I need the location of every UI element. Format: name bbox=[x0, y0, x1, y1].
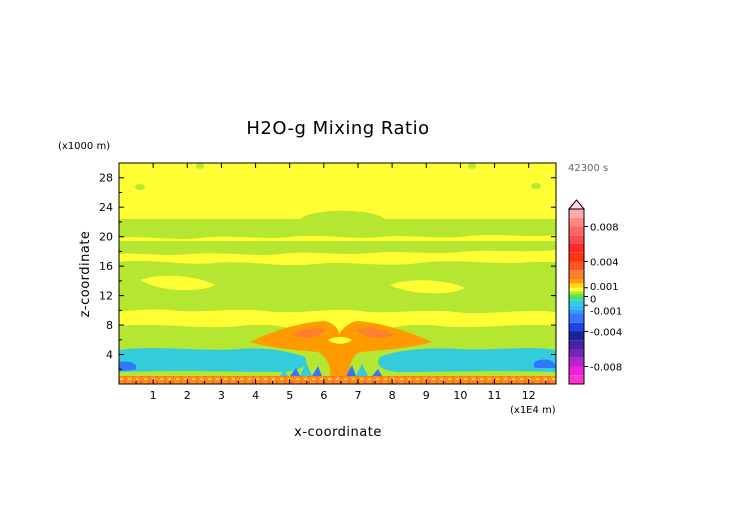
colorbar-segment bbox=[569, 291, 584, 294]
colorbar-label: 0 bbox=[590, 295, 596, 306]
colorbar-label: -0.004 bbox=[590, 328, 622, 339]
orange-plume-core bbox=[292, 327, 326, 338]
top-dot bbox=[531, 183, 541, 189]
y-tick-label: 12 bbox=[99, 290, 113, 303]
contour-field bbox=[119, 163, 556, 384]
colorbar-segment bbox=[569, 270, 584, 279]
x-tick-label: 4 bbox=[252, 389, 259, 402]
colorbar-segment bbox=[569, 366, 584, 376]
x-tick-label: 3 bbox=[218, 389, 225, 402]
top-dot bbox=[135, 184, 145, 190]
x-tick-label: 7 bbox=[354, 389, 361, 402]
x-tick-label: 11 bbox=[488, 389, 502, 402]
green-band-bump bbox=[300, 210, 385, 219]
time-label: 42300 s bbox=[568, 163, 608, 174]
colorbar-segment bbox=[569, 349, 584, 358]
green-band-lower bbox=[119, 241, 556, 255]
x-unit-label: (x1E4 m) bbox=[510, 405, 556, 416]
colorbar-label: -0.001 bbox=[590, 306, 622, 317]
cyan-layer-left bbox=[119, 348, 307, 372]
colorbar-segment bbox=[569, 244, 584, 253]
colorbar-segment bbox=[569, 314, 584, 323]
colorbar-segment bbox=[569, 340, 584, 349]
colorbar-label: 0.001 bbox=[590, 282, 619, 293]
colorbar-segment bbox=[569, 235, 584, 244]
y-axis-title: z-coordinate bbox=[78, 231, 93, 318]
y-tick-label: 4 bbox=[106, 349, 113, 362]
blue-patch-right bbox=[533, 359, 556, 368]
colorbar-labels: 0.008 0.004 0.001 0-0.001 -0.004 -0.008 bbox=[584, 223, 622, 374]
y-tick-label: 16 bbox=[99, 260, 113, 273]
y-tick-label: 28 bbox=[99, 172, 113, 185]
green-layer-middle bbox=[119, 260, 556, 314]
colorbar-segment bbox=[569, 283, 584, 288]
colorbar-segment bbox=[569, 309, 584, 314]
colorbar-segment bbox=[569, 226, 584, 236]
colorbar-segment bbox=[569, 279, 584, 284]
y-tick-label: 24 bbox=[99, 201, 113, 214]
top-dot bbox=[468, 163, 476, 169]
colorbar-segment bbox=[569, 287, 584, 292]
colorbar-segment bbox=[569, 261, 584, 271]
colorbar-extend-arrow bbox=[567, 199, 586, 210]
colorbar-segment bbox=[569, 305, 584, 310]
colorbar bbox=[567, 199, 586, 385]
x-tick-label: 5 bbox=[286, 389, 293, 402]
x-tick-label: 2 bbox=[184, 389, 191, 402]
orange-plume-core-right bbox=[356, 328, 394, 338]
green-band-upper bbox=[119, 219, 556, 239]
yellow-pocket-1 bbox=[140, 275, 215, 291]
colorbar-label: -0.008 bbox=[590, 363, 622, 374]
blue-patch-left bbox=[119, 361, 137, 371]
surface-turbulence-cyan bbox=[280, 362, 368, 376]
yellow-pocket-2 bbox=[390, 280, 465, 294]
colorbar-segment bbox=[569, 217, 584, 227]
y-unit-label: (x1000 m) bbox=[58, 141, 110, 152]
colorbar-segment bbox=[569, 375, 584, 384]
y-tick-label: 20 bbox=[99, 231, 113, 244]
colorbar-segment bbox=[569, 300, 584, 306]
chart-title: H2O-g Mixing Ratio bbox=[246, 118, 429, 139]
top-dot bbox=[196, 163, 204, 169]
y-axis: 4 8 12 16 20 24 28 bbox=[99, 172, 556, 370]
x-axis-title: x-coordinate bbox=[294, 425, 382, 440]
surface-turbulence bbox=[290, 365, 382, 376]
colorbar-label: 0.008 bbox=[590, 223, 619, 234]
cyan-layer-right bbox=[378, 347, 556, 372]
x-tick-label: 1 bbox=[150, 389, 157, 402]
x-tick-label: 8 bbox=[389, 389, 396, 402]
yellow-plume-hole bbox=[328, 337, 352, 344]
x-tick-label: 10 bbox=[453, 389, 467, 402]
x-tick-label: 6 bbox=[320, 389, 327, 402]
x-axis: 1 2 3 4 5 6 7 8 9 10 11 12 bbox=[135, 163, 547, 402]
colorbar-segment bbox=[569, 252, 584, 262]
y-tick-label: 8 bbox=[106, 319, 113, 332]
plot-frame bbox=[118, 162, 557, 385]
colorbar-segment bbox=[569, 296, 584, 301]
colorbar-label: 0.004 bbox=[590, 258, 619, 269]
colorbar-segment bbox=[569, 209, 584, 218]
surface-layer bbox=[119, 376, 556, 384]
colorbar-segment bbox=[569, 331, 584, 341]
colorbar-segment bbox=[569, 357, 584, 367]
x-tick-label: 12 bbox=[522, 389, 536, 402]
colorbar-segment bbox=[569, 293, 584, 297]
x-tick-label: 9 bbox=[423, 389, 430, 402]
colorbar-segment bbox=[569, 322, 584, 332]
